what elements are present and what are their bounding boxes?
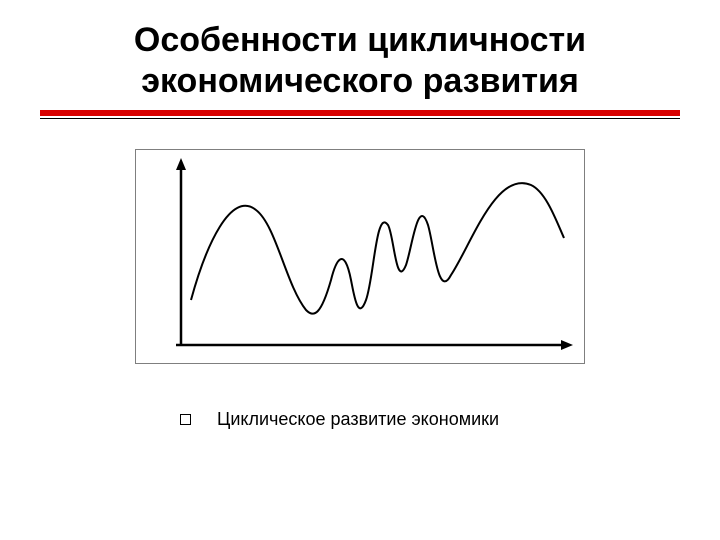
underline-thin — [40, 118, 680, 119]
bullet-label: Циклическое развитие экономики — [217, 409, 499, 430]
slide: Особенности цикличности экономического р… — [0, 0, 720, 540]
title-underline — [40, 110, 680, 119]
chart-area — [40, 149, 680, 364]
bullet-row: Циклическое развитие экономики — [180, 409, 680, 430]
chart-svg — [136, 150, 586, 365]
y-axis-arrow — [176, 158, 186, 170]
chart-box — [135, 149, 585, 364]
underline-red — [40, 110, 680, 116]
cycle-curve — [191, 183, 564, 314]
bullet-box-icon — [180, 414, 191, 425]
x-axis-arrow — [561, 340, 573, 350]
slide-title: Особенности цикличности экономического р… — [40, 20, 680, 102]
